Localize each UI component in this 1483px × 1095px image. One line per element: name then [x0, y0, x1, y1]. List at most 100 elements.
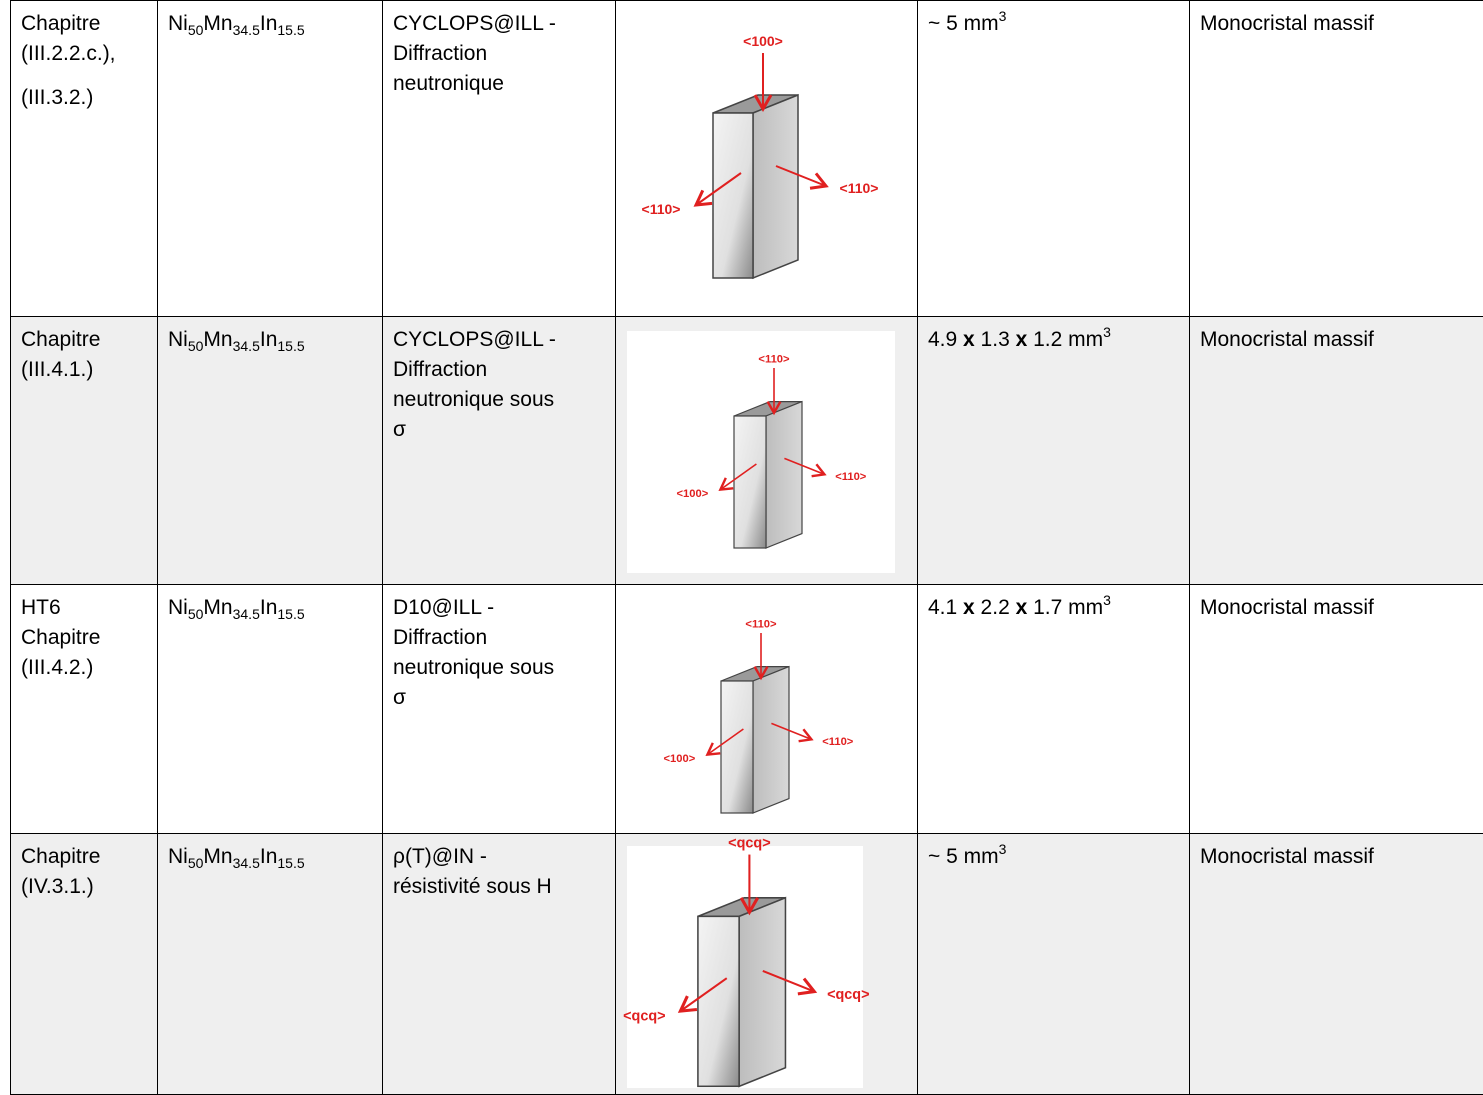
text-segment: Mn: [203, 596, 232, 619]
text-segment: Ni: [168, 845, 188, 868]
text-segment: Ni: [168, 328, 188, 351]
text-segment: Ni: [168, 12, 188, 35]
text-line: (IV.3.1.): [21, 875, 94, 898]
chapter-cell: Chapitre(IV.3.1.): [11, 834, 158, 1095]
text-segment: 34.5: [233, 606, 260, 622]
size-cell: ~ 5 mm3: [918, 1, 1190, 317]
text-segment: 50: [188, 606, 204, 622]
text-segment: 50: [188, 338, 204, 354]
size-cell: 4.9 x 1.3 x 1.2 mm3: [918, 317, 1190, 585]
text-line: (III.2.2.c.),: [21, 42, 116, 65]
text-segment: In: [260, 845, 278, 868]
chapter-paragraph: Chapitre(IV.3.1.): [21, 842, 147, 902]
orientation-diagram: <110> <100> <110>: [616, 585, 916, 832]
text-segment: 34.5: [233, 855, 260, 871]
axis-label-top: <qcq>: [728, 835, 770, 851]
axis-label-left: <100>: [664, 753, 696, 765]
text-segment: 3: [999, 841, 1007, 857]
sample-cell: Ni50Mn34.5In15.5: [158, 834, 383, 1095]
sample-table: Chapitre(III.2.2.c.),(III.3.2.)Ni50Mn34.…: [10, 0, 1483, 1095]
text-segment: 50: [188, 22, 204, 38]
table-wrap: Chapitre(III.2.2.c.),(III.3.2.)Ni50Mn34.…: [10, 0, 1483, 1095]
text-segment: 4.9: [928, 328, 963, 351]
text-segment: 3: [1103, 592, 1111, 608]
text-segment: Mn: [203, 12, 232, 35]
axis-label-left: <qcq>: [623, 1008, 665, 1024]
text-segment: Ni: [168, 596, 188, 619]
orientation-diagram: <qcq> <qcq> <qcq>: [616, 834, 916, 1093]
form-cell: Monocristal massif: [1190, 585, 1483, 834]
text-segment: 1.3: [975, 328, 1016, 351]
table-row: Chapitre(III.2.2.c.), (III.3.2.) Ni50Mn34.…: [11, 1, 1483, 317]
orientation-cell: <100> <110> <110>: [616, 1, 918, 317]
text-segment: 15.5: [277, 22, 304, 38]
text-segment: In: [260, 328, 278, 351]
sample-cell: Ni50Mn34.5In15.5: [158, 585, 383, 834]
axis-label-right: <110>: [840, 180, 879, 196]
text-segment: Mn: [203, 845, 232, 868]
text-segment: 1.7 mm: [1027, 596, 1103, 619]
text-segment: 34.5: [233, 22, 260, 38]
axis-label-right: <110>: [822, 736, 854, 748]
orientation-cell: <qcq> <qcq> <qcq>: [616, 834, 918, 1095]
text-segment: x: [1016, 596, 1028, 619]
chapter-cell: Chapitre(III.2.2.c.), (III.3.2.): [11, 1, 158, 317]
text-line: résistivité sous H: [393, 875, 552, 898]
text-line: Diffraction: [393, 626, 487, 649]
sample-cell: Ni50Mn34.5In15.5: [158, 317, 383, 585]
text-segment: In: [260, 596, 278, 619]
prism-right: [766, 402, 802, 548]
size-cell: ~ 5 mm3: [918, 834, 1190, 1095]
prism-group: <100> <110> <110>: [642, 33, 879, 278]
chapter-paragraph: (III.3.2.): [21, 83, 147, 113]
text-segment: x: [1016, 328, 1028, 351]
sample-cell: Ni50Mn34.5In15.5: [158, 1, 383, 317]
text-segment: x: [963, 328, 975, 351]
form-cell: Monocristal massif: [1190, 1, 1483, 317]
text-segment: x: [963, 596, 975, 619]
axis-label-left: <100>: [677, 488, 709, 500]
axis-label-right: <110>: [835, 471, 867, 483]
prism-front: [713, 113, 753, 278]
text-line: Chapitre: [21, 328, 100, 351]
text-segment: 15.5: [277, 338, 304, 354]
text-line: neutronique sous: [393, 656, 554, 679]
axis-label-right: <qcq>: [827, 987, 869, 1003]
text-segment: 15.5: [277, 606, 304, 622]
text-segment: 1.2 mm: [1027, 328, 1103, 351]
text-segment: ~ 5 mm: [928, 12, 999, 35]
text-segment: 2.2: [975, 596, 1016, 619]
chapter-paragraph: Chapitre(III.2.2.c.),: [21, 9, 147, 69]
text-segment: ~ 5 mm: [928, 845, 999, 868]
text-line: Diffraction: [393, 42, 487, 65]
experiment-cell: ρ(T)@IN - résistivité sous H: [383, 834, 616, 1095]
axis-label-left: <110>: [642, 201, 681, 217]
axis-label-top: <100>: [743, 33, 783, 49]
text-segment: Mn: [203, 328, 232, 351]
prism-front: [721, 681, 753, 813]
text-line: σ: [393, 418, 406, 441]
prism-front: [734, 416, 766, 548]
text-segment: In: [260, 12, 278, 35]
prism-right: [753, 95, 798, 278]
orientation-cell: <110> <100> <110>: [616, 585, 918, 834]
text-line: CYCLOPS@ILL -: [393, 328, 556, 351]
axis-label-top: <110>: [745, 618, 777, 630]
axis-label-top: <110>: [758, 353, 790, 365]
orientation-cell: <110> <100> <110>: [616, 317, 918, 585]
text-line: CYCLOPS@ILL -: [393, 12, 556, 35]
text-line: D10@ILL -: [393, 596, 494, 619]
form-cell: Monocristal massif: [1190, 834, 1483, 1095]
orientation-diagram: <110> <100> <110>: [616, 317, 916, 583]
prism-right: [739, 898, 785, 1086]
text-segment: 3: [1103, 324, 1111, 340]
text-line: ρ(T)@IN -: [393, 845, 487, 868]
text-line: Chapitre: [21, 626, 100, 649]
